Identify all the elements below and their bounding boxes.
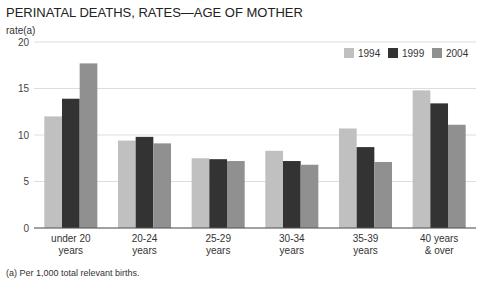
- x-tick-label-line: 35-39: [353, 233, 379, 244]
- footnote: (a) Per 1,000 total relevant births.: [6, 268, 140, 278]
- legend-swatch: [388, 48, 398, 58]
- x-tick-label-line: & over: [425, 245, 455, 256]
- x-tick-label: 20-24years: [132, 233, 158, 256]
- legend-swatch: [344, 48, 354, 58]
- y-tick-label: 10: [18, 130, 30, 141]
- grid-line: [34, 135, 476, 136]
- x-tick-label: 40 years& over: [420, 233, 458, 256]
- bar: [136, 137, 154, 228]
- bar: [413, 90, 431, 228]
- x-axis-line: [34, 228, 476, 229]
- chart: PERINATAL DEATHS, RATES—AGE OF MOTHER rat…: [0, 0, 486, 282]
- bar: [153, 143, 171, 228]
- legend: 1994 1999 2004: [344, 48, 469, 59]
- grid-line: [34, 42, 476, 43]
- x-tick-label-line: years: [206, 245, 230, 256]
- y-tick-label: 15: [18, 83, 30, 94]
- bar: [301, 165, 319, 228]
- x-tick-label-line: under 20: [51, 233, 91, 244]
- x-tick-label-line: years: [132, 245, 156, 256]
- bar: [339, 128, 357, 228]
- y-tick-label: 5: [23, 176, 29, 187]
- bar: [430, 103, 448, 228]
- legend-label: 1999: [402, 48, 425, 59]
- bar: [227, 161, 245, 228]
- grid-line: [34, 88, 476, 89]
- legend-swatch: [432, 48, 442, 58]
- x-tick-label-line: 20-24: [132, 233, 158, 244]
- grid-line: [34, 228, 476, 229]
- bar: [448, 125, 466, 228]
- bar: [265, 151, 283, 228]
- x-tick-label: 30-34years: [279, 233, 305, 256]
- y-axis-label: rate(a): [6, 25, 35, 36]
- x-tick-label: 25-29years: [205, 233, 231, 256]
- x-tick-label-line: 40 years: [420, 233, 458, 244]
- bar: [44, 116, 62, 228]
- bar: [80, 63, 98, 228]
- x-tick-label-line: years: [59, 245, 83, 256]
- x-tick-label-line: years: [280, 245, 304, 256]
- x-tick-label-line: 30-34: [279, 233, 305, 244]
- x-tick-label-line: years: [353, 245, 377, 256]
- bar: [357, 147, 375, 228]
- legend-label: 2004: [446, 48, 469, 59]
- bar: [192, 158, 210, 228]
- y-tick-label: 0: [23, 223, 29, 234]
- bar: [118, 141, 136, 228]
- bar: [374, 162, 392, 228]
- x-tick-label-line: 25-29: [205, 233, 231, 244]
- legend-label: 1994: [358, 48, 381, 59]
- bars: [44, 63, 465, 228]
- x-tick-label: under 20years: [51, 233, 91, 256]
- grid-line: [34, 181, 476, 182]
- bar: [62, 99, 80, 228]
- bar: [209, 159, 227, 228]
- y-tick-label: 20: [18, 37, 30, 48]
- bar: [283, 161, 301, 228]
- x-tick-label: 35-39years: [353, 233, 379, 256]
- title: PERINATAL DEATHS, RATES—AGE OF MOTHER: [6, 5, 303, 20]
